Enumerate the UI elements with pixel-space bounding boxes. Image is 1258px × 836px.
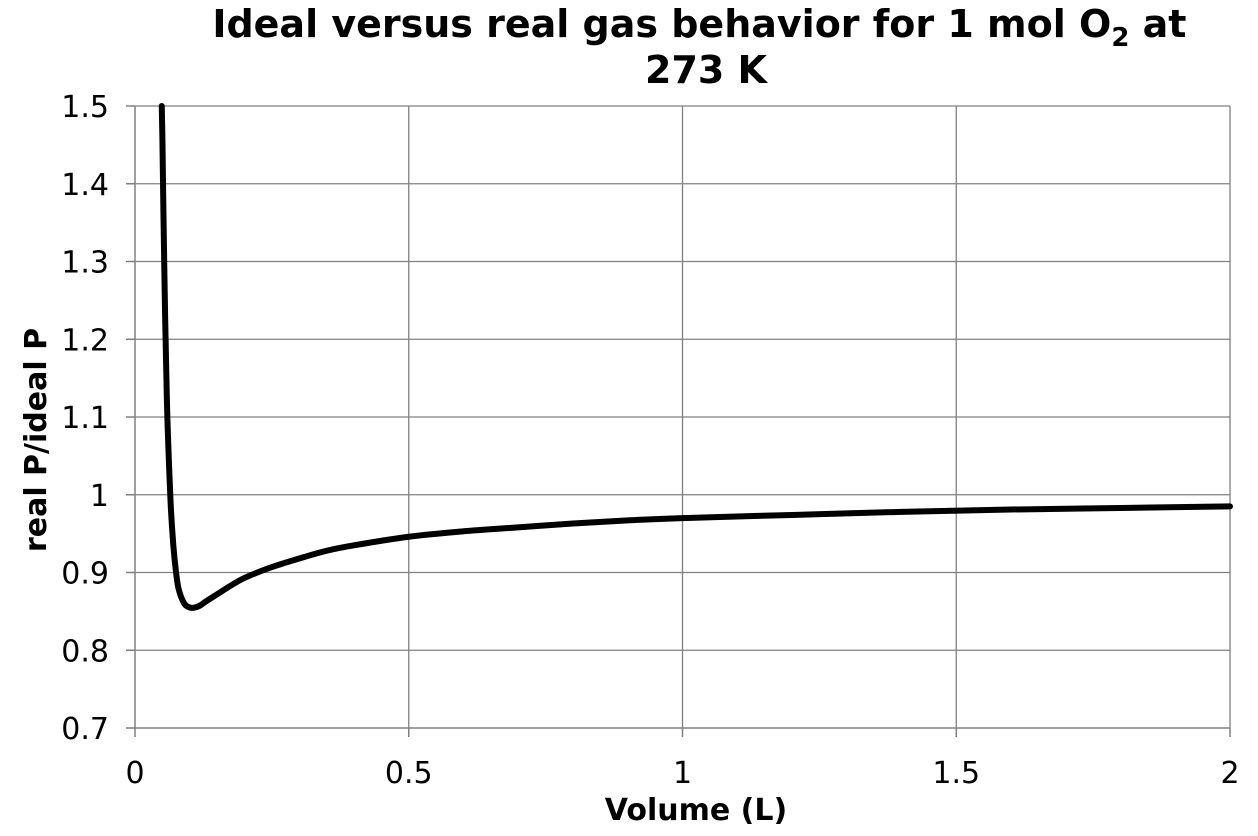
series-line-0 (158, 103, 1233, 611)
x-tick-labels: 0 0.5 1 1.5 2 (125, 756, 1239, 791)
x-tick-label-2: 1 (673, 756, 692, 791)
y-tick-label-5: 1.2 (61, 323, 109, 358)
series-layer (158, 103, 1233, 611)
y-tick-label-1: 0.8 (61, 634, 109, 669)
x-tick-label-1: 0.5 (385, 756, 433, 791)
y-tick-label-6: 1.3 (61, 246, 109, 281)
x-tick-label-3: 1.5 (932, 756, 980, 791)
axes (126, 105, 1231, 737)
chart-title-line1: Ideal versus real gas behavior for 1 mol… (212, 2, 1186, 53)
y-tick-label-4: 1.1 (61, 401, 109, 436)
y-tick-label-0: 0.7 (61, 712, 109, 747)
y-tick-label-7: 1.4 (61, 168, 109, 203)
x-gridlines (408, 106, 1231, 728)
chart-title: Ideal versus real gas behavior for 1 mol… (212, 2, 1199, 92)
x-tick-label-4: 2 (1220, 756, 1239, 791)
x-tick-label-0: 0 (125, 756, 144, 791)
y-tick-label-2: 0.9 (61, 557, 109, 592)
chart-title-line2: 273 K (645, 48, 769, 92)
y-tick-label-8: 1.5 (61, 90, 109, 125)
y-tick-label-3: 1 (90, 479, 109, 514)
chart-title-subscript: 2 (1111, 23, 1129, 53)
x-axis-title: Volume (L) (605, 793, 787, 828)
y-axis-title: real P/ideal P (19, 328, 54, 552)
y-tick-labels: 0.7 0.8 0.9 1 1.1 1.2 1.3 1.4 1.5 (61, 90, 109, 747)
